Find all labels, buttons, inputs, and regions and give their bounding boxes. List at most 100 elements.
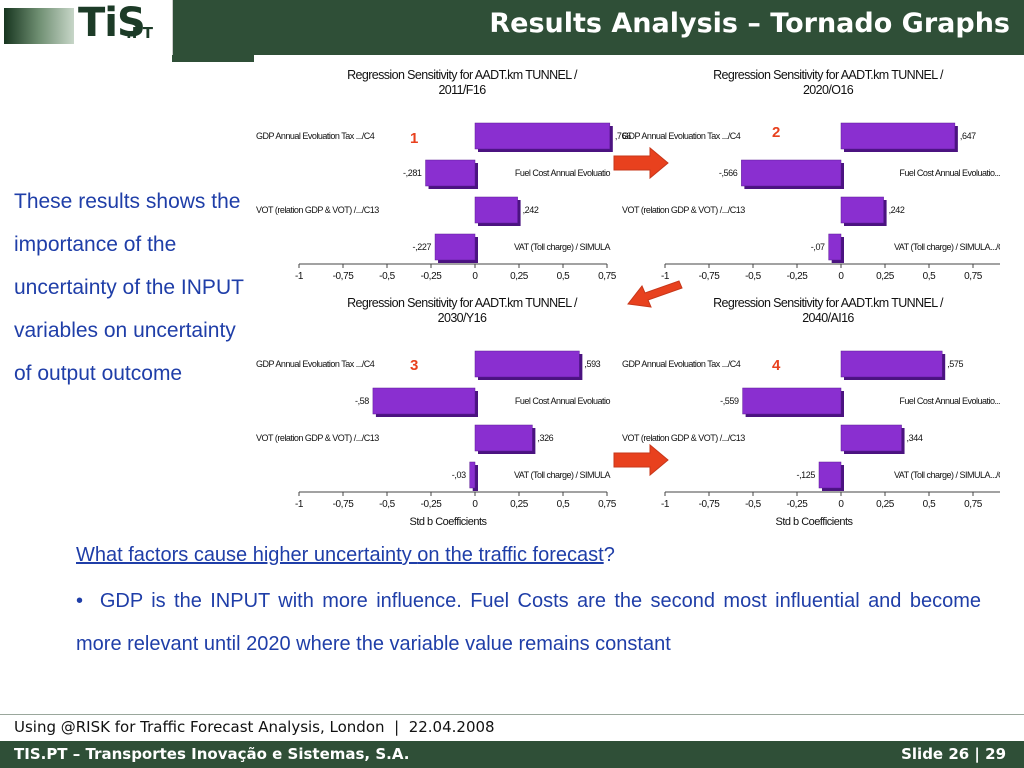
x-tick-label: -0,5 bbox=[379, 271, 395, 282]
x-tick-label: -0,5 bbox=[379, 499, 395, 510]
footer-event-line: Using @RISK for Traffic Forecast Analysi… bbox=[14, 718, 495, 736]
slide-title: Results Analysis – Tornado Graphs bbox=[489, 8, 1010, 39]
bar-category-label: VAT (Toll charge) / SIMULA.../C10 bbox=[894, 470, 1000, 480]
bar-value-label: ,344 bbox=[907, 433, 923, 443]
bar bbox=[474, 122, 611, 150]
x-tick-label: 0,75 bbox=[964, 499, 983, 510]
bar-category-label: VAT (Toll charge) / SIMULA.../C10 bbox=[894, 242, 1000, 252]
bar-value-label: -,227 bbox=[413, 242, 432, 252]
bar-value-label: ,242 bbox=[523, 205, 539, 215]
bar-value-label: ,647 bbox=[960, 131, 976, 141]
company-logo: TiS .PT bbox=[0, 0, 173, 58]
footer-company: TIS.PT – Transportes Inovação e Sistemas… bbox=[14, 745, 410, 763]
x-tick-label: 0,75 bbox=[598, 499, 617, 510]
x-tick-label: 0 bbox=[838, 499, 844, 510]
chart-svg: Regression Sensitivity for AADT.km TUNNE… bbox=[622, 68, 1000, 282]
x-tick-label: 0 bbox=[472, 271, 478, 282]
x-axis-title: Std b Coefficients bbox=[409, 516, 487, 528]
bar-value-label: -,566 bbox=[719, 168, 738, 178]
chart-title: Regression Sensitivity for AADT.km TUNNE… bbox=[713, 296, 944, 325]
x-tick-label: -0,75 bbox=[333, 271, 355, 282]
x-tick-label: 0,5 bbox=[557, 271, 571, 282]
bar-category-label: VOT (relation GDP & VOT) /.../C13 bbox=[256, 433, 379, 443]
bar-category-label: Fuel Cost Annual Evoluatio bbox=[515, 396, 611, 406]
slide-number: Slide 26 | 29 bbox=[901, 745, 1006, 763]
chart-number-label: 3 bbox=[410, 357, 418, 374]
bar bbox=[742, 387, 842, 415]
x-tick-label: -0,75 bbox=[699, 499, 721, 510]
chart-title: Regression Sensitivity for AADT.km TUNNE… bbox=[347, 296, 578, 325]
x-tick-label: -1 bbox=[661, 499, 670, 510]
bar-value-label: -,281 bbox=[403, 168, 422, 178]
chart-svg: Regression Sensitivity for AADT.km TUNNE… bbox=[256, 296, 617, 528]
x-tick-label: 0,5 bbox=[557, 499, 571, 510]
logo-gradient bbox=[4, 8, 74, 44]
bar-value-label: -,559 bbox=[720, 396, 739, 406]
bar-category-label: GDP Annual Evoluation Tax .../C4 bbox=[256, 359, 375, 369]
chart-svg: Regression Sensitivity for AADT.km TUNNE… bbox=[256, 68, 632, 282]
footer-separator: | bbox=[394, 718, 400, 736]
x-tick-label: 0,25 bbox=[510, 499, 529, 510]
x-tick-label: 0,25 bbox=[876, 271, 895, 282]
bar bbox=[434, 233, 476, 261]
chart-title: Regression Sensitivity for AADT.km TUNNE… bbox=[713, 68, 944, 97]
bar-value-label: -,58 bbox=[355, 396, 369, 406]
x-axis-title: Std b Coefficients bbox=[775, 516, 853, 528]
bar-category-label: Fuel Cost Annual Evoluatio bbox=[515, 168, 611, 178]
x-tick-label: -0,75 bbox=[333, 499, 355, 510]
question-text: What factors cause higher uncertainty on… bbox=[76, 544, 615, 567]
bar-value-label: -,125 bbox=[796, 470, 815, 480]
bar-category-label: GDP Annual Evoluation Tax .../C4 bbox=[622, 359, 741, 369]
question-mark: ? bbox=[603, 544, 615, 566]
x-tick-label: -0,25 bbox=[787, 499, 809, 510]
bar bbox=[372, 387, 476, 415]
tornado-chart-3: Regression Sensitivity for AADT.km TUNNE… bbox=[254, 290, 634, 540]
chart-svg: Regression Sensitivity for AADT.km TUNNE… bbox=[622, 296, 1000, 528]
bar-category-label: Fuel Cost Annual Evoluatio.../C7 bbox=[899, 168, 1000, 178]
x-tick-label: 0,25 bbox=[876, 499, 895, 510]
bar-value-label: ,575 bbox=[947, 359, 963, 369]
bar bbox=[840, 196, 884, 224]
x-tick-label: 0 bbox=[472, 499, 478, 510]
bar-category-label: VOT (relation GDP & VOT) /.../C13 bbox=[622, 205, 745, 215]
x-tick-label: 0,5 bbox=[923, 499, 937, 510]
bar-value-label: ,326 bbox=[537, 433, 553, 443]
header-accent-strip bbox=[172, 55, 254, 62]
bullet-item: • GDP is the INPUT with more influence. … bbox=[76, 580, 981, 666]
x-tick-label: -1 bbox=[295, 271, 304, 282]
bar-value-label: ,242 bbox=[889, 205, 905, 215]
bar-category-label: GDP Annual Evoluation Tax .../C4 bbox=[256, 131, 375, 141]
bar-value-label: -,03 bbox=[452, 470, 466, 480]
footer-bar bbox=[0, 741, 1024, 768]
x-tick-label: 0,75 bbox=[964, 271, 983, 282]
x-tick-label: 0,25 bbox=[510, 271, 529, 282]
bullet-marker: • bbox=[76, 590, 84, 612]
x-tick-label: -1 bbox=[295, 499, 304, 510]
bar-category-label: Fuel Cost Annual Evoluatio.../C7 bbox=[899, 396, 1000, 406]
bar bbox=[425, 159, 476, 187]
bar-value-label: ,766 bbox=[615, 131, 631, 141]
tornado-chart-1: Regression Sensitivity for AADT.km TUNNE… bbox=[254, 62, 634, 312]
x-tick-label: -0,25 bbox=[421, 499, 443, 510]
bullet-text: GDP is the INPUT with more influence. Fu… bbox=[76, 590, 981, 655]
left-description: These results shows the importance of th… bbox=[14, 190, 244, 385]
x-tick-label: -1 bbox=[661, 271, 670, 282]
footer-divider bbox=[0, 714, 1024, 715]
bar bbox=[840, 122, 956, 150]
bar-shadow bbox=[472, 465, 478, 491]
question-link-2[interactable]: on the traffic forecast bbox=[417, 544, 604, 566]
bar-category-label: VAT (Toll charge) / SIMULA bbox=[514, 470, 611, 480]
x-tick-label: 0,5 bbox=[923, 271, 937, 282]
bar-value-label: ,593 bbox=[584, 359, 600, 369]
bar-category-label: GDP Annual Evoluation Tax .../C4 bbox=[622, 131, 741, 141]
bar-category-label: VOT (relation GDP & VOT) /.../C13 bbox=[256, 205, 379, 215]
bar bbox=[828, 233, 842, 261]
x-tick-label: -0,5 bbox=[745, 499, 761, 510]
bar bbox=[474, 196, 518, 224]
x-tick-label: -0,25 bbox=[787, 271, 809, 282]
logo-main-text: TiS bbox=[78, 0, 146, 46]
question-link-1[interactable]: What factors cause higher uncertainty bbox=[76, 544, 418, 566]
x-tick-label: 0 bbox=[838, 271, 844, 282]
chart-number-label: 1 bbox=[410, 130, 418, 147]
arrow-right-icon bbox=[613, 443, 669, 477]
